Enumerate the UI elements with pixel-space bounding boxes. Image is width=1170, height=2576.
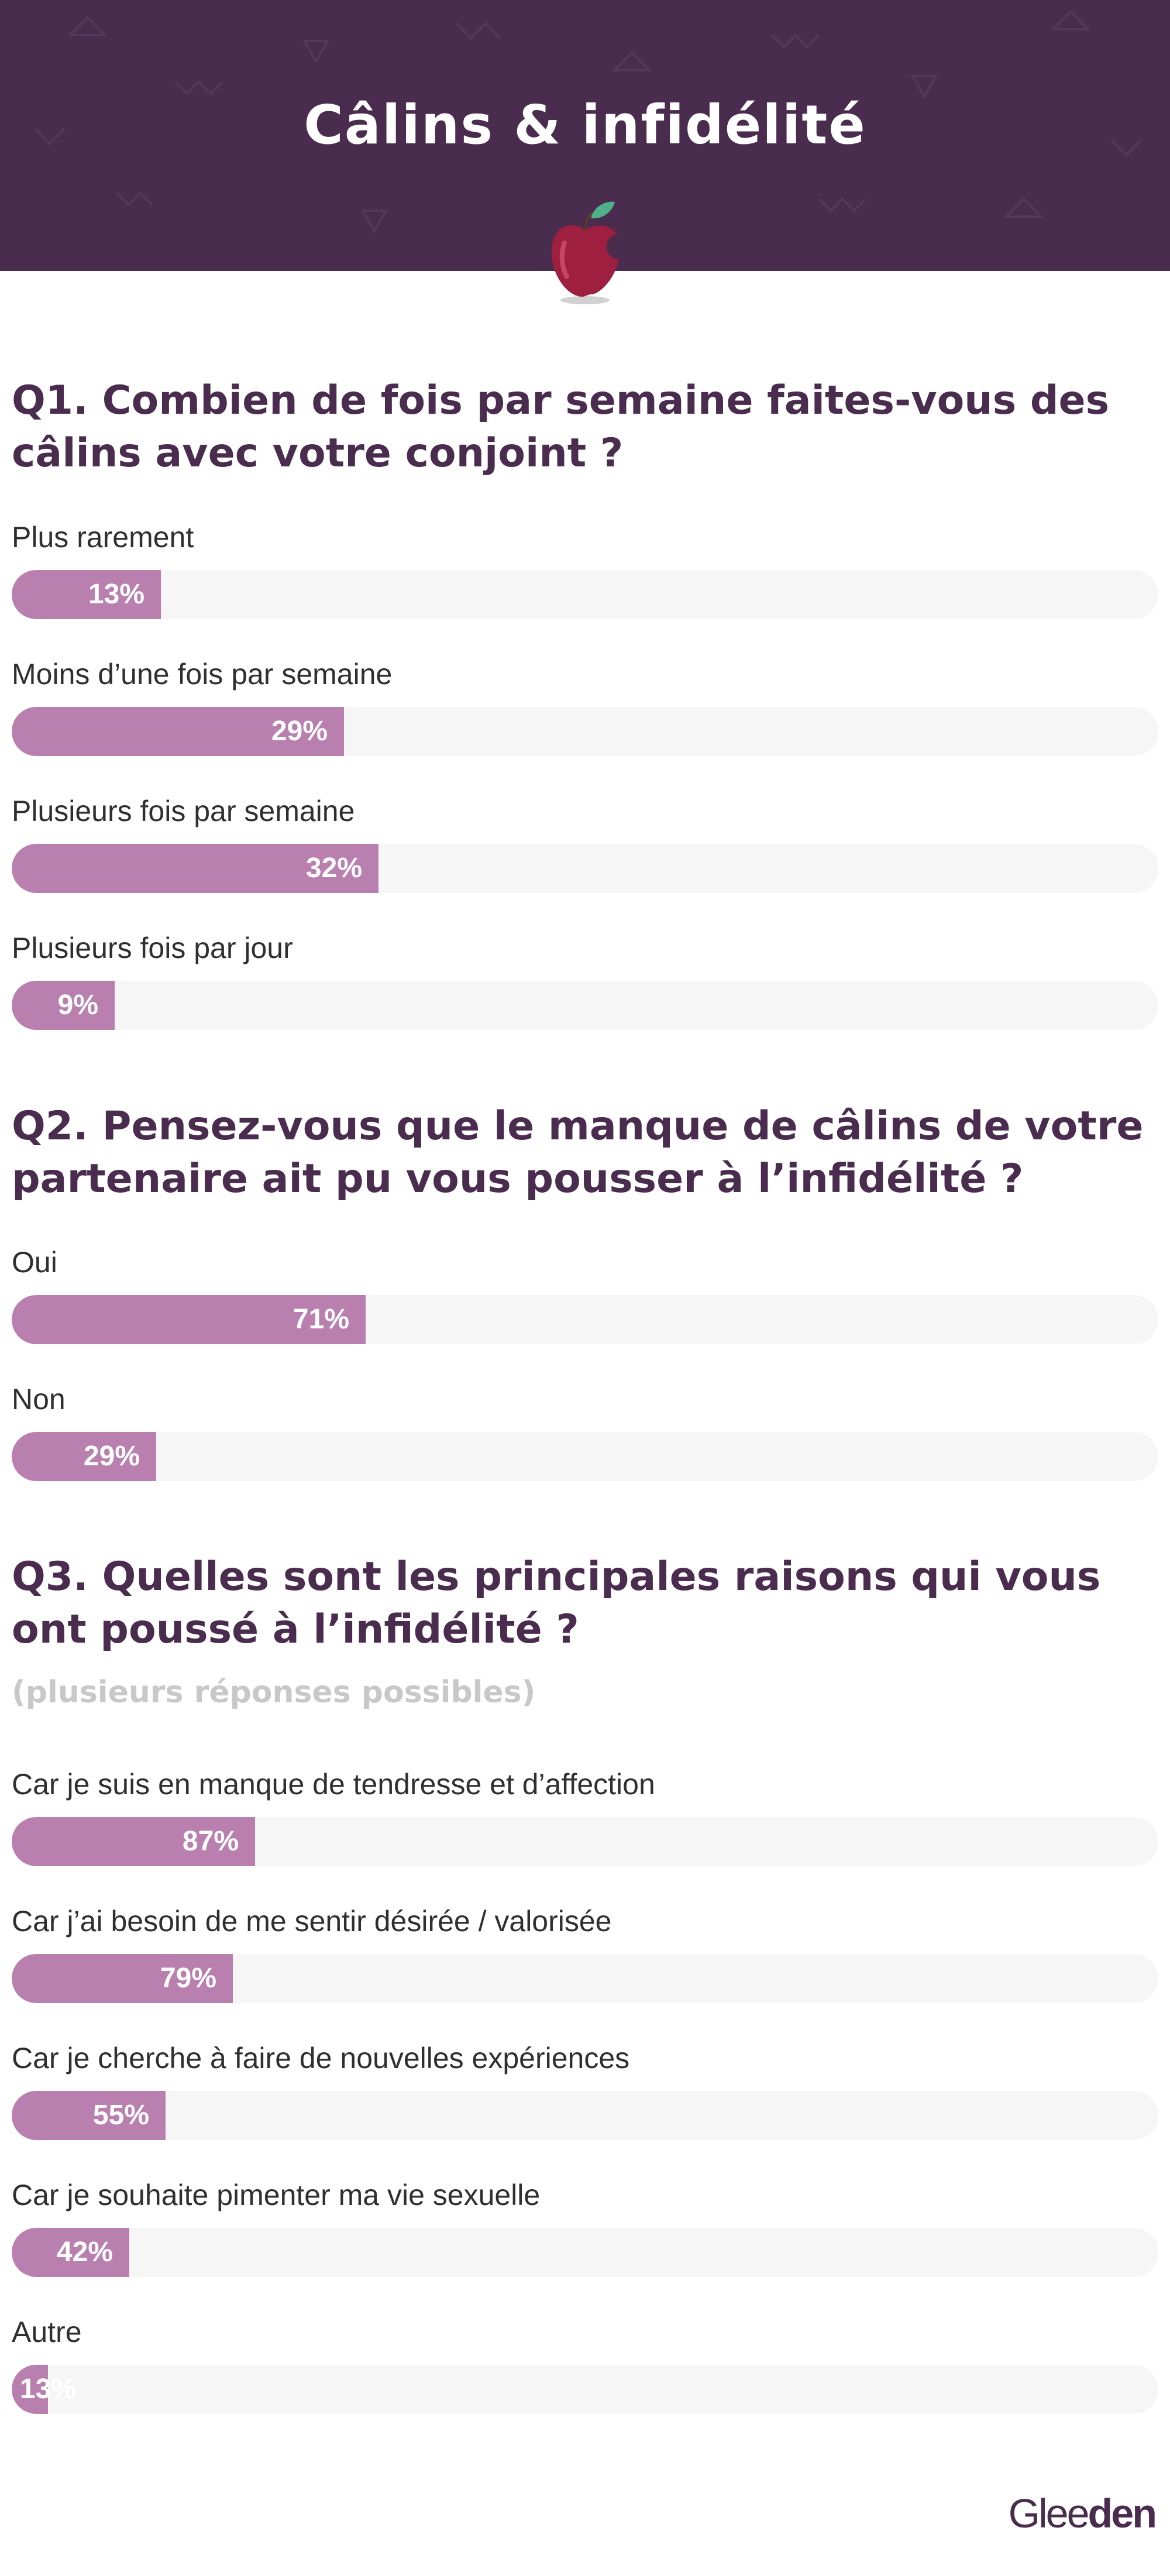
q3-bar-track: 42% bbox=[12, 2228, 1158, 2277]
q2-option-label: Non bbox=[12, 1383, 66, 1416]
q1-option-label: Moins d’une fois par semaine bbox=[12, 658, 393, 691]
q2-bar-track: 29% bbox=[12, 1432, 1158, 1481]
q3-option-label: Car je cherche à faire de nouvelles expé… bbox=[12, 2042, 630, 2074]
q3-bar-track: 87% bbox=[12, 1817, 1158, 1866]
q3-bar-fill bbox=[12, 2091, 166, 2140]
q1-bar-track: 13% bbox=[12, 570, 1158, 619]
q2-bar-fill bbox=[12, 1295, 366, 1344]
gleeden-logo: Gleeden bbox=[1008, 2490, 1157, 2537]
page-title: Câlins & infidélité bbox=[304, 94, 866, 156]
q1-option-label: Plusieurs fois par semaine bbox=[12, 795, 355, 827]
q3-bar-fill bbox=[12, 1954, 233, 2003]
q1-option-label: Plus rarement bbox=[12, 521, 194, 554]
q1-bar-value: 13% bbox=[88, 579, 144, 610]
q3-subtitle: (plusieurs réponses possibles) bbox=[12, 1675, 536, 1710]
q1-title: Q1. Combien de fois par semaine faites-v… bbox=[12, 377, 1110, 476]
q1-bar-value: 29% bbox=[271, 716, 328, 747]
q1-bar-fill bbox=[12, 570, 161, 619]
q1-bar-track: 32% bbox=[12, 844, 1158, 893]
q1-bar-fill bbox=[12, 981, 115, 1030]
q2-bar-value: 71% bbox=[292, 1304, 349, 1335]
q3-option-label: Car je suis en manque de tendresse et d’… bbox=[12, 1768, 655, 1801]
q2-bar-value: 29% bbox=[83, 1441, 140, 1472]
q1-bar-value: 9% bbox=[57, 990, 98, 1021]
q3-bar-fill bbox=[12, 2228, 129, 2277]
q3-bar-track: 79% bbox=[12, 1954, 1158, 2003]
q1-bar-fill bbox=[12, 844, 378, 893]
q3-bar-value: 55% bbox=[92, 2100, 149, 2131]
q3-option-label: Autre bbox=[12, 2316, 82, 2348]
q1-bar-track: 29% bbox=[12, 707, 1158, 756]
q3-option-label: Car je souhaite pimenter ma vie sexuelle bbox=[12, 2179, 541, 2211]
q3-bar-track: 13% bbox=[12, 2365, 1158, 2414]
logo-part2: den bbox=[1088, 2491, 1157, 2536]
q3-bar-value: 87% bbox=[182, 1826, 239, 1857]
q3-bar-fill bbox=[12, 2365, 48, 2414]
q3-bar-track: 55% bbox=[12, 2091, 1158, 2140]
logo-part1: Glee bbox=[1008, 2491, 1090, 2536]
q2-title: Q2. Pensez-vous que le manque de câlins … bbox=[12, 1103, 1144, 1202]
q1-option-label: Plusieurs fois par jour bbox=[12, 932, 293, 964]
q1-bar-track: 9% bbox=[12, 981, 1158, 1030]
q3-title: Q3. Quelles sont les principales raisons… bbox=[12, 1554, 1101, 1653]
q3-bar-value: 79% bbox=[160, 1963, 216, 1994]
q1-bar-value: 32% bbox=[305, 853, 362, 884]
q3-bar-value: 13% bbox=[19, 2374, 76, 2405]
q3-bar-fill bbox=[12, 1817, 255, 1866]
header-pattern-decoration bbox=[34, 10, 1142, 234]
q2-bar-track: 71% bbox=[12, 1295, 1158, 1344]
q2-bar-fill bbox=[12, 1432, 156, 1481]
q3-option-label: Car j’ai besoin de me sentir désirée / v… bbox=[12, 1905, 612, 1938]
q3-bar-value: 42% bbox=[56, 2237, 113, 2268]
apple-icon bbox=[552, 201, 618, 304]
q1-bar-fill bbox=[12, 707, 344, 756]
q2-option-label: Oui bbox=[12, 1246, 57, 1279]
